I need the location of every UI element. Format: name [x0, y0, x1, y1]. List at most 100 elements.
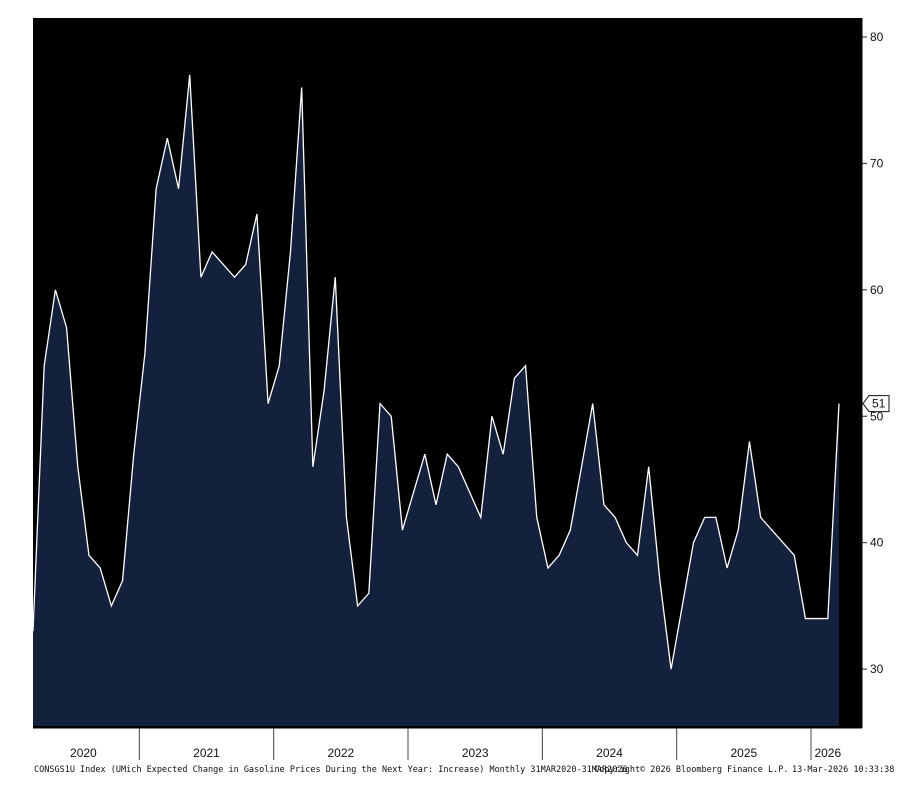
data-point — [244, 263, 247, 266]
data-point — [815, 617, 818, 620]
data-point — [289, 250, 292, 253]
data-point — [345, 516, 348, 519]
y-tick-label: 80 — [870, 30, 884, 44]
data-point — [255, 212, 258, 215]
data-point — [199, 276, 202, 279]
data-point — [423, 453, 426, 456]
data-point — [401, 528, 404, 531]
x-tick-label: 2022 — [327, 746, 354, 760]
data-point — [591, 402, 594, 405]
data-point — [692, 541, 695, 544]
data-point — [390, 415, 393, 418]
data-point — [166, 137, 169, 140]
data-point — [177, 187, 180, 190]
data-point — [602, 503, 605, 506]
data-point — [110, 604, 113, 607]
data-point — [356, 604, 359, 607]
x-tick-label: 2026 — [814, 746, 841, 760]
data-point — [278, 364, 281, 367]
last-value-tag — [862, 395, 890, 413]
x-tick-label: 2020 — [70, 746, 97, 760]
data-point — [580, 465, 583, 468]
data-point — [748, 440, 751, 443]
y-tick-label: 30 — [870, 662, 884, 676]
y-axis: 30 40 50 60 70 80 — [861, 18, 884, 728]
footer-description: CONSGS1U Index (UMich Expected Change in… — [34, 765, 628, 775]
y-tick-label: 50 — [870, 409, 884, 423]
data-point — [311, 465, 314, 468]
data-point — [569, 528, 572, 531]
x-tick-label: 2024 — [596, 746, 623, 760]
last-value-label: 51 — [872, 397, 886, 411]
y-tick-label: 40 — [870, 536, 884, 550]
data-point — [804, 617, 807, 620]
data-point — [211, 250, 214, 253]
area-layer — [31, 73, 840, 726]
data-point — [468, 491, 471, 494]
x-tick-label: 2021 — [193, 746, 220, 760]
data-point — [233, 276, 236, 279]
data-point — [31, 630, 34, 633]
data-point — [781, 541, 784, 544]
data-point — [759, 516, 762, 519]
data-point — [54, 288, 57, 291]
x-tick-label: 2025 — [730, 746, 757, 760]
data-point — [378, 402, 381, 405]
last-value-marker-layer: 51 — [862, 395, 890, 413]
data-point — [143, 351, 146, 354]
data-point — [479, 516, 482, 519]
data-point — [155, 187, 158, 190]
data-point — [222, 263, 225, 266]
data-point — [99, 566, 102, 569]
x-tick-label: 2023 — [462, 746, 489, 760]
data-point — [188, 73, 191, 76]
data-point — [412, 491, 415, 494]
data-point — [490, 415, 493, 418]
data-point — [625, 541, 628, 544]
data-point — [793, 554, 796, 557]
data-point — [681, 604, 684, 607]
data-point — [87, 554, 90, 557]
data-point — [535, 516, 538, 519]
data-point — [367, 592, 370, 595]
data-point — [446, 453, 449, 456]
data-point — [737, 528, 740, 531]
data-point — [300, 86, 303, 89]
x-axis-band — [33, 728, 862, 762]
data-point — [714, 516, 717, 519]
data-point — [457, 465, 460, 468]
data-point — [703, 516, 706, 519]
data-point — [614, 516, 617, 519]
data-point — [121, 579, 124, 582]
data-point — [658, 579, 661, 582]
data-point — [132, 453, 135, 456]
footer: CONSGS1U Index (UMich Expected Change in… — [34, 765, 894, 775]
data-point — [558, 554, 561, 557]
x-axis: 2020 2021 2022 2023 2024 2025 2026 — [33, 727, 862, 762]
data-point — [513, 377, 516, 380]
data-point — [76, 465, 79, 468]
series-area-fill — [33, 74, 839, 726]
y-tick-label: 70 — [870, 156, 884, 170]
data-point — [826, 617, 829, 620]
series-line — [32, 74, 840, 670]
data-point — [43, 364, 46, 367]
data-point — [266, 402, 269, 405]
data-point — [770, 528, 773, 531]
footer-timestamp: 13-Mar-2026 10:33:38 — [792, 765, 894, 775]
data-point — [837, 402, 840, 405]
data-point — [334, 276, 337, 279]
y-tick-label: 60 — [870, 283, 884, 297]
data-point — [322, 389, 325, 392]
data-point — [546, 566, 549, 569]
data-point — [669, 668, 672, 671]
data-point — [502, 453, 505, 456]
data-point — [725, 566, 728, 569]
data-point — [636, 554, 639, 557]
data-point — [434, 503, 437, 506]
footer-copyright: Copyright© 2026 Bloomberg Finance L.P. — [594, 765, 788, 775]
data-point — [647, 465, 650, 468]
data-point — [65, 326, 68, 329]
